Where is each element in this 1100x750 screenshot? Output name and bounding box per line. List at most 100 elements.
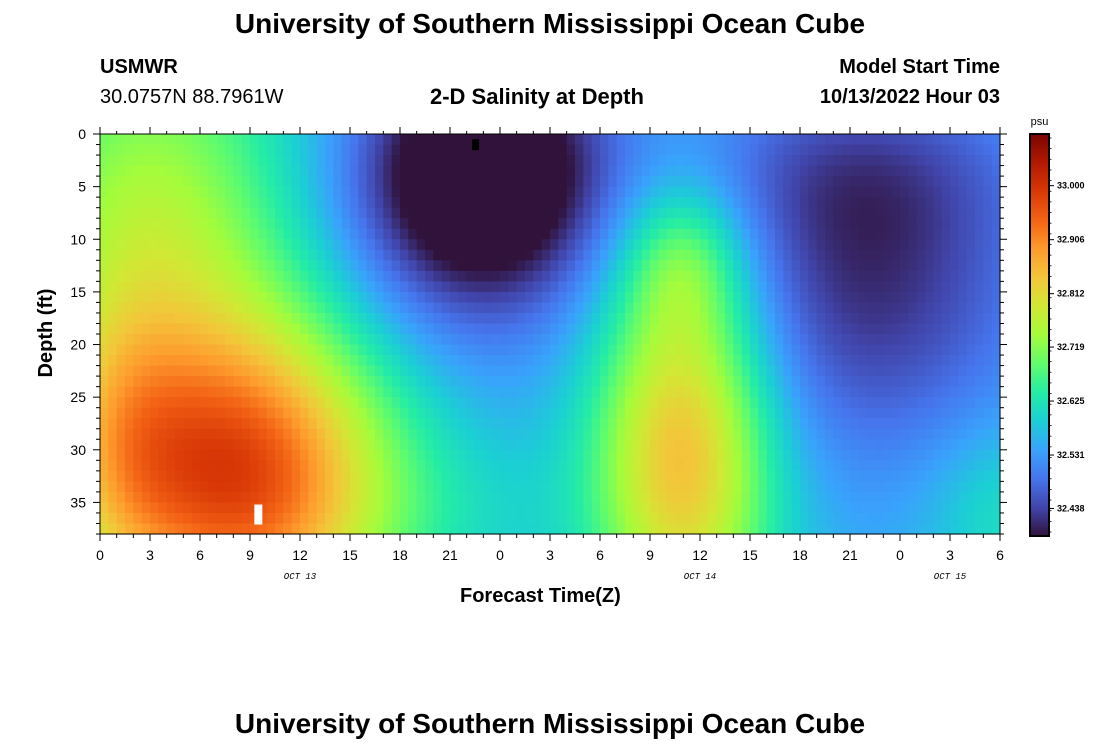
heatmap-cell [300, 523, 309, 535]
heatmap-cell [758, 291, 768, 304]
heatmap-cell [391, 218, 401, 230]
heatmap-cell [558, 207, 568, 219]
heatmap-cell [200, 312, 209, 325]
heatmap-cell [675, 449, 684, 461]
heatmap-cell [600, 134, 609, 146]
heatmap-cell [508, 502, 518, 514]
heatmap-cell [408, 176, 418, 188]
heatmap-cell [333, 512, 343, 525]
heatmap-cell [858, 376, 868, 388]
heatmap-cell [425, 134, 434, 146]
heatmap-cell [325, 334, 334, 346]
heatmap-cell [525, 376, 534, 388]
heatmap-cell [558, 134, 568, 146]
heatmap-cell [258, 407, 268, 419]
heatmap-cell [975, 281, 984, 293]
heatmap-cell [808, 155, 818, 167]
heatmap-cell [991, 439, 1001, 451]
heatmap-cell [608, 260, 618, 272]
heatmap-cell [525, 481, 534, 493]
heatmap-cell [775, 302, 784, 314]
heatmap-cell [175, 334, 184, 346]
heatmap-cell [616, 260, 626, 272]
heatmap-cell [775, 376, 784, 388]
heatmap-cell [416, 376, 426, 388]
heatmap-cell [475, 512, 484, 525]
heatmap-cell [875, 270, 884, 282]
heatmap-cell [350, 134, 359, 146]
heatmap-cell [583, 239, 593, 251]
heatmap-cell [691, 239, 701, 251]
heatmap-cell [100, 344, 109, 356]
heatmap-cell [441, 165, 451, 177]
heatmap-cell [675, 186, 684, 198]
heatmap-cell [725, 512, 734, 525]
heatmap-cell [375, 355, 384, 367]
heatmap-cell [941, 460, 951, 472]
heatmap-cell [641, 355, 651, 367]
heatmap-cell [725, 176, 734, 188]
heatmap-cell [583, 481, 593, 493]
heatmap-cell [266, 470, 276, 482]
heatmap-cell [766, 428, 776, 440]
heatmap-cell [533, 323, 543, 335]
heatmap-cell [566, 291, 576, 304]
heatmap-cell [691, 260, 701, 272]
heatmap-cell [875, 386, 884, 398]
heatmap-cell [850, 144, 859, 156]
heatmap-cell [900, 186, 909, 198]
heatmap-cell [125, 134, 134, 146]
heatmap-cell [325, 365, 334, 377]
heatmap-cell [241, 428, 251, 440]
heatmap-cell [900, 523, 909, 535]
heatmap-cell [108, 491, 118, 504]
heatmap-cell [283, 397, 293, 409]
heatmap-cell [750, 470, 759, 482]
heatmap-cell [166, 460, 176, 472]
heatmap-cell [400, 334, 409, 346]
heatmap-cell [341, 365, 351, 377]
heatmap-cell [583, 386, 593, 398]
heatmap-cell [283, 449, 293, 461]
heatmap-cell [758, 439, 768, 451]
heatmap-cell [941, 281, 951, 293]
heatmap-cell [108, 260, 118, 272]
heatmap-cell [750, 449, 759, 461]
heatmap-cell [541, 439, 551, 451]
heatmap-cell [758, 512, 768, 525]
heatmap-cell [108, 186, 118, 198]
heatmap-cell [400, 302, 409, 314]
heatmap-cell [475, 365, 484, 377]
heatmap-cell [616, 144, 626, 156]
heatmap-cell [791, 239, 801, 251]
heatmap-cell [158, 355, 168, 367]
heatmap-cell [208, 407, 218, 419]
heatmap-cell [933, 281, 943, 293]
heatmap-cell [191, 460, 201, 472]
heatmap-cell [266, 249, 276, 261]
heatmap-cell [141, 134, 151, 146]
heatmap-cell [616, 397, 626, 409]
heatmap-cell [125, 207, 134, 219]
heatmap-cell [783, 134, 793, 146]
heatmap-cell [300, 439, 309, 451]
heatmap-cell [116, 512, 126, 525]
heatmap-cell [933, 502, 943, 514]
heatmap-cell [100, 260, 109, 272]
heatmap-cell [608, 239, 618, 251]
heatmap-cell [175, 207, 184, 219]
heatmap-cell [125, 523, 134, 535]
heatmap-cell [991, 460, 1001, 472]
heatmap-cell [241, 155, 251, 167]
heatmap-cell [508, 144, 518, 156]
heatmap-cell [700, 439, 709, 451]
heatmap-cell [533, 249, 543, 261]
heatmap-cell [158, 218, 168, 230]
heatmap-cell [250, 291, 259, 304]
heatmap-cell [933, 428, 943, 440]
heatmap-cell [316, 312, 326, 325]
heatmap-cell [175, 186, 184, 198]
heatmap-cell [708, 460, 718, 472]
heatmap-cell [191, 344, 201, 356]
heatmap-cell [108, 523, 118, 535]
